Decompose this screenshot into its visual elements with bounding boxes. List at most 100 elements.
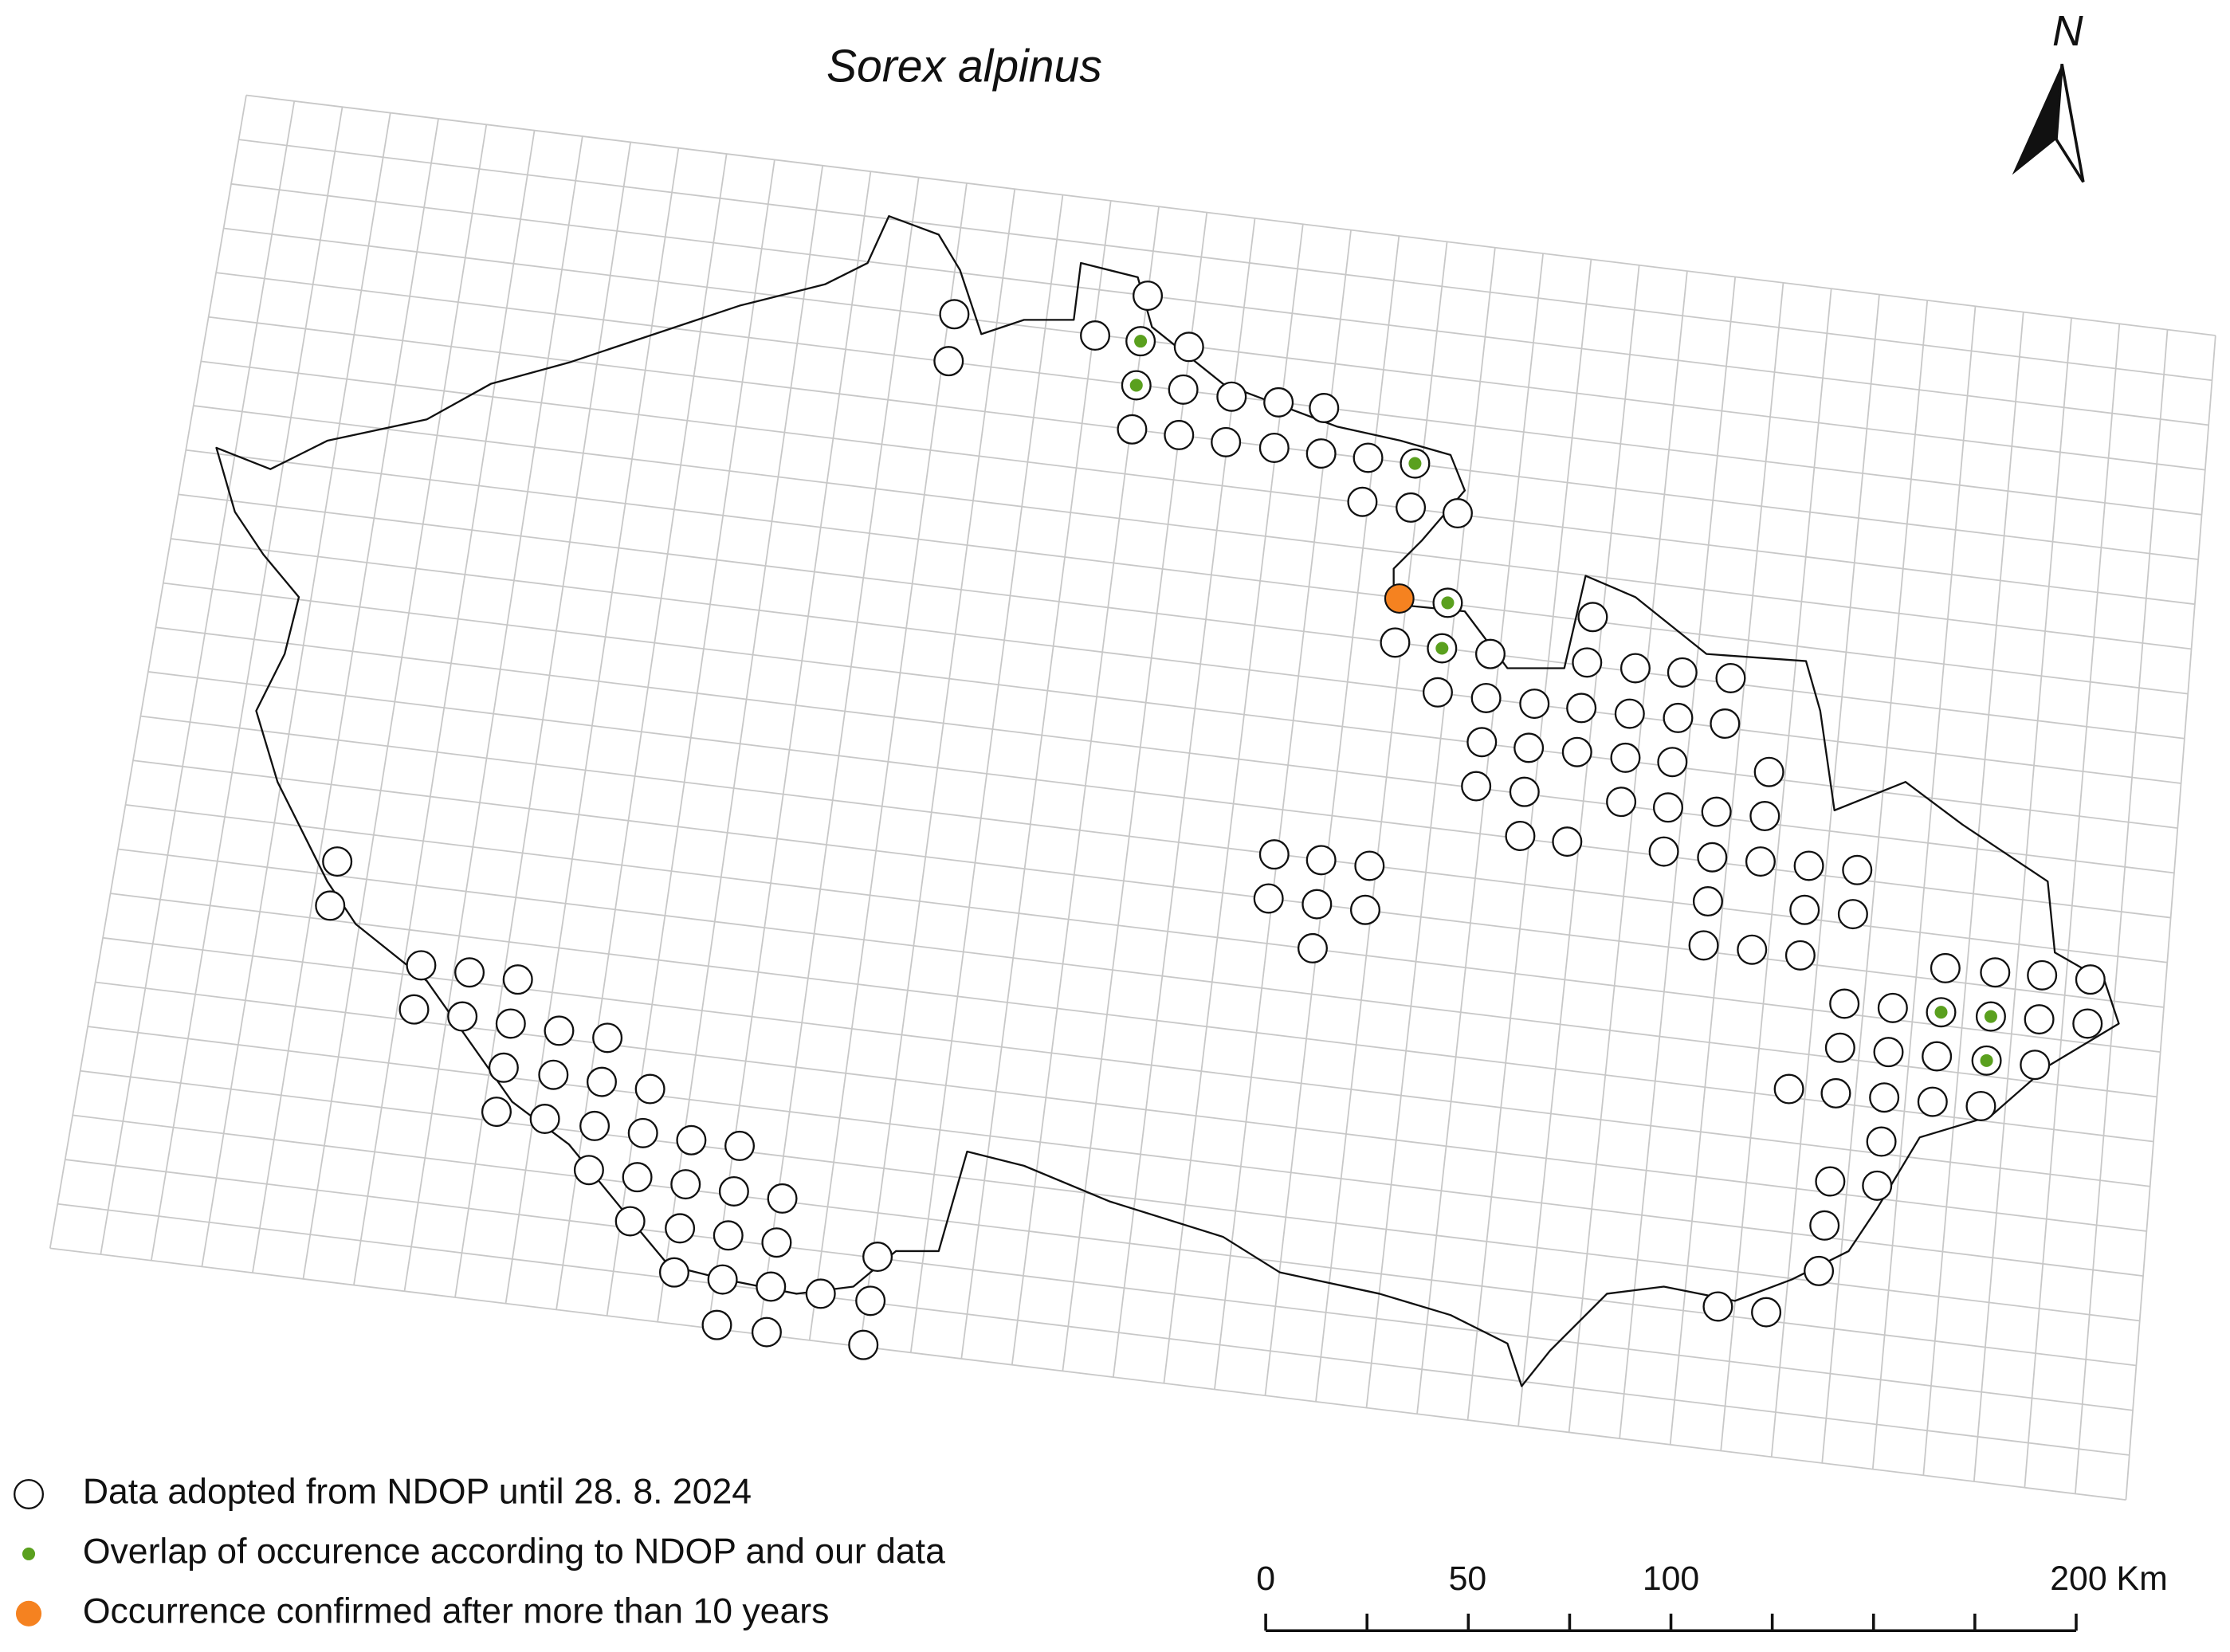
scale-label: 50: [1449, 1560, 1487, 1598]
occurrence-ndop: [1422, 677, 1453, 708]
occurrence-ndop: [544, 1015, 575, 1046]
occurrence-ndop: [1474, 638, 1506, 669]
country-border: [215, 215, 2120, 1387]
grid-line: [125, 803, 2161, 1054]
occurrence-ndop: [1663, 702, 1694, 733]
occurrence-ndop: [1965, 1090, 1996, 1121]
occurrence-overlap: [1134, 335, 1148, 348]
occurrence-ndop: [634, 1073, 665, 1105]
grid-line: [245, 94, 2216, 336]
occurrence-ndop: [1297, 932, 1328, 963]
occurrence-ndop: [939, 299, 970, 330]
occurrence-ndop: [1842, 854, 1873, 885]
occurrence-ndop: [805, 1278, 836, 1309]
occurrence-ndop: [862, 1242, 893, 1273]
occurrence-ndop: [1168, 374, 1199, 405]
occurrence-ndop: [1354, 850, 1385, 881]
occurrence-overlap: [1980, 1054, 1993, 1067]
occurrence-ndop: [1866, 1126, 1897, 1157]
occurrence-ndop: [2075, 964, 2106, 995]
grid-line: [147, 671, 2171, 919]
scale-label: 0: [1256, 1560, 1275, 1598]
scale-label: 200 Km: [2050, 1560, 2168, 1598]
occurrence-ndop: [1258, 839, 1290, 870]
occurrence-overlap: [1441, 596, 1455, 610]
occurrence-ndop: [398, 994, 430, 1025]
occurrence-ndop: [1648, 836, 1679, 867]
occurrence-ndop: [1715, 662, 1746, 693]
grid-line: [88, 1026, 2144, 1277]
occurrence-ndop: [855, 1285, 886, 1316]
occurrence-ndop: [1572, 647, 1603, 678]
grid-line: [95, 981, 2147, 1232]
scale-bar: 0 50 100 200 Km: [1256, 1560, 2168, 1633]
occurrence-ndop: [1380, 627, 1411, 658]
occurrence-ndop: [1749, 801, 1780, 832]
grid-line: [132, 759, 2165, 1008]
occurrence-ndop: [1837, 899, 1868, 930]
occurrence-ndop: [670, 1169, 701, 1200]
occurrence-ndop: [1253, 883, 1284, 914]
legend-symbol: [15, 1600, 42, 1626]
occurrence-ndop: [1697, 842, 1728, 873]
grid-line: [238, 139, 2212, 382]
grid-line: [155, 626, 2175, 874]
occurrence-confirmed: [1384, 583, 1415, 614]
occurrence-ndop: [1710, 708, 1741, 740]
occurrence-ndop: [1652, 792, 1683, 823]
occurrence-ndop: [2020, 1050, 2051, 1081]
occurrence-ndop: [622, 1162, 653, 1193]
occurrence-ndop: [1917, 1086, 1948, 1117]
occurrence-ndop: [586, 1066, 617, 1097]
occurrence-overlap: [1934, 1006, 1948, 1019]
occurrence-ndop: [447, 1001, 478, 1032]
legend-label: Data adopted from NDOP until 28. 8. 2024: [83, 1473, 752, 1512]
grid-line: [65, 1159, 2134, 1411]
occurrence-ndop: [614, 1206, 646, 1237]
occurrence-ndop: [658, 1257, 689, 1288]
occurrence-ndop: [1566, 693, 1597, 724]
occurrence-ndop: [1133, 281, 1164, 312]
occurrence-ndop: [1305, 845, 1337, 876]
occurrence-ndop: [538, 1059, 569, 1090]
grid-line: [80, 1069, 2140, 1322]
occurrence-ndop: [1309, 393, 1340, 424]
occurrence-ndop: [1877, 992, 1908, 1023]
occurrence-ndop: [1793, 850, 1824, 881]
occurrence-ndop: [718, 1175, 749, 1207]
occurrence-ndop: [495, 1008, 526, 1039]
north-arrow-right: [2055, 63, 2085, 183]
occurrence-ndop: [1753, 756, 1784, 787]
occurrence-ndop: [1619, 653, 1651, 684]
occurrence-ndop: [761, 1227, 792, 1258]
occurrence-ndop: [933, 346, 964, 377]
legend-label: Occurrence confirmed after more than 10 …: [83, 1592, 830, 1631]
occurrence-ndop: [1751, 1297, 1782, 1328]
occurrence-ndop: [1080, 320, 1111, 351]
occurrence-ndop: [1513, 732, 1545, 763]
occurrence-ndop: [1688, 930, 1719, 961]
occurrence-ndop: [1466, 727, 1498, 758]
occurrence-ndop: [1804, 1255, 1835, 1286]
grid-line: [171, 538, 2181, 784]
occurrence-ndop: [751, 1316, 782, 1348]
occurrence-ndop: [1614, 698, 1645, 729]
occurrence-ndop: [1505, 820, 1536, 851]
occurrence-ndop: [315, 890, 346, 921]
occurrence-ndop: [1519, 689, 1550, 720]
occurrence-ndop: [1117, 414, 1148, 445]
occurrence-ndop: [2072, 1008, 2103, 1039]
occurrence-ndop: [1353, 442, 1384, 473]
occurrence-ndop: [1396, 492, 1427, 523]
legend-symbol: [22, 1547, 36, 1560]
legend-symbol: [14, 1478, 45, 1509]
occurrence-ndop: [767, 1183, 798, 1214]
occurrence-ndop: [1784, 940, 1816, 971]
occurrence-ndop: [454, 957, 485, 988]
occurrence-ndop: [1737, 934, 1768, 965]
occurrence-ndop: [1216, 381, 1247, 412]
occurrence-ndop: [1301, 889, 1333, 920]
occurrence-ndop: [1815, 1166, 1846, 1197]
